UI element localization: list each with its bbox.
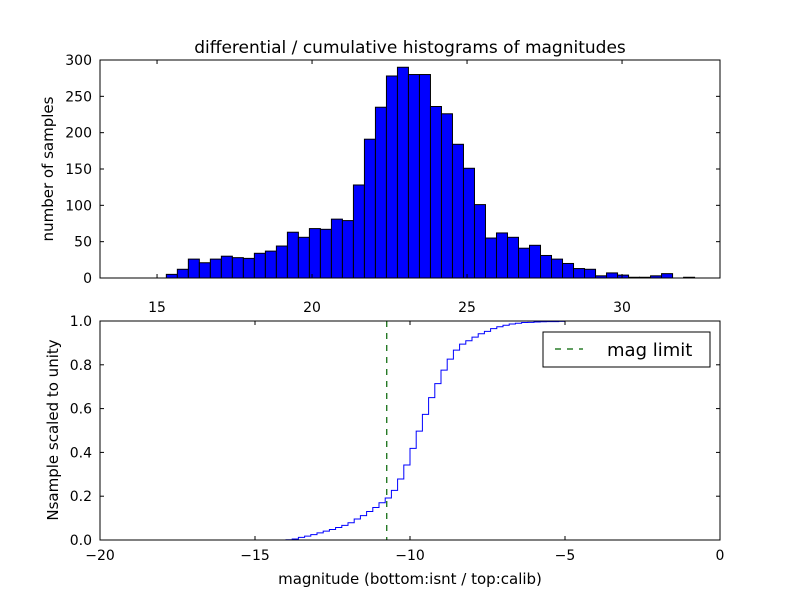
histogram-bar [407, 74, 420, 279]
histogram-bar [264, 250, 277, 279]
y-tick-label: 150 [65, 162, 92, 178]
y-tick-label: 0.0 [70, 533, 92, 549]
y-tick-label: 1.0 [70, 314, 92, 330]
histogram-bar [606, 272, 619, 279]
y-tick-label: 50 [74, 235, 92, 251]
x-tick-label: 25 [458, 300, 476, 316]
legend-mag-limit-label: mag limit [607, 340, 692, 361]
histogram-bar [297, 236, 310, 279]
histogram-bar [584, 268, 597, 279]
x-tick-label: 0 [716, 548, 725, 564]
histogram-bar [385, 75, 398, 279]
histogram-bar [165, 273, 178, 279]
histogram-bar [242, 257, 255, 279]
histogram-bar [220, 255, 233, 279]
bottom-y-label: Nsample scaled to unity [44, 339, 62, 520]
y-tick-label: 0.4 [70, 445, 92, 461]
histogram-bar [330, 218, 343, 279]
x-tick-label: 20 [303, 300, 321, 316]
histogram-bar [484, 237, 497, 279]
histogram-bar [341, 220, 354, 279]
histogram-bar [176, 268, 189, 279]
histogram-bar [661, 273, 674, 279]
histogram-bar [540, 254, 553, 279]
y-tick-label: 100 [65, 198, 92, 214]
histogram-bar [374, 106, 387, 279]
x-tick-label: −20 [85, 548, 115, 564]
histogram-bar [418, 74, 431, 279]
bottom-x-label: magnitude (bottom:isnt / top:calib) [278, 570, 542, 588]
x-tick-label: −15 [240, 548, 270, 564]
x-tick-label: 30 [613, 300, 631, 316]
histogram-bar [562, 262, 575, 279]
y-tick-label: 250 [65, 89, 92, 105]
y-tick-label: 0.8 [70, 358, 92, 374]
y-tick-label: 200 [65, 126, 92, 142]
x-tick-label: −5 [555, 548, 576, 564]
histogram-bar [440, 113, 453, 279]
histogram-bar [187, 258, 200, 279]
histogram-bar [319, 228, 332, 279]
histogram-bar [518, 247, 531, 279]
histogram-bar [462, 167, 475, 279]
histogram-bar [529, 244, 542, 279]
histogram-bar [352, 184, 365, 279]
histogram-bar [473, 204, 486, 279]
y-tick-label: 300 [65, 53, 92, 69]
chart-title: differential / cumulative histograms of … [194, 38, 626, 58]
histogram-bar [573, 268, 586, 279]
histogram-bar [253, 252, 266, 279]
legend: mag limit [542, 331, 711, 368]
top-y-label: number of samples [39, 96, 57, 241]
histogram-bar [275, 245, 288, 279]
histogram-bar [308, 228, 321, 279]
x-tick-label: −10 [395, 548, 425, 564]
histogram-bar [551, 258, 564, 279]
histogram-bar [495, 232, 508, 279]
histogram-bar [429, 106, 442, 279]
histogram-bar [286, 231, 299, 279]
y-tick-label: 0.2 [70, 489, 92, 505]
histogram-bar [506, 236, 519, 279]
histogram-bar [396, 66, 409, 279]
histogram-bar [209, 258, 222, 279]
y-tick-label: 0 [83, 271, 92, 287]
histogram-bar [231, 257, 244, 279]
cumulative-line [100, 320, 721, 541]
y-tick-label: 0.6 [70, 402, 92, 418]
x-tick-label: 15 [148, 300, 166, 316]
histogram-bar [198, 262, 211, 279]
histogram-bar [363, 138, 376, 279]
histogram-bar [451, 143, 464, 279]
